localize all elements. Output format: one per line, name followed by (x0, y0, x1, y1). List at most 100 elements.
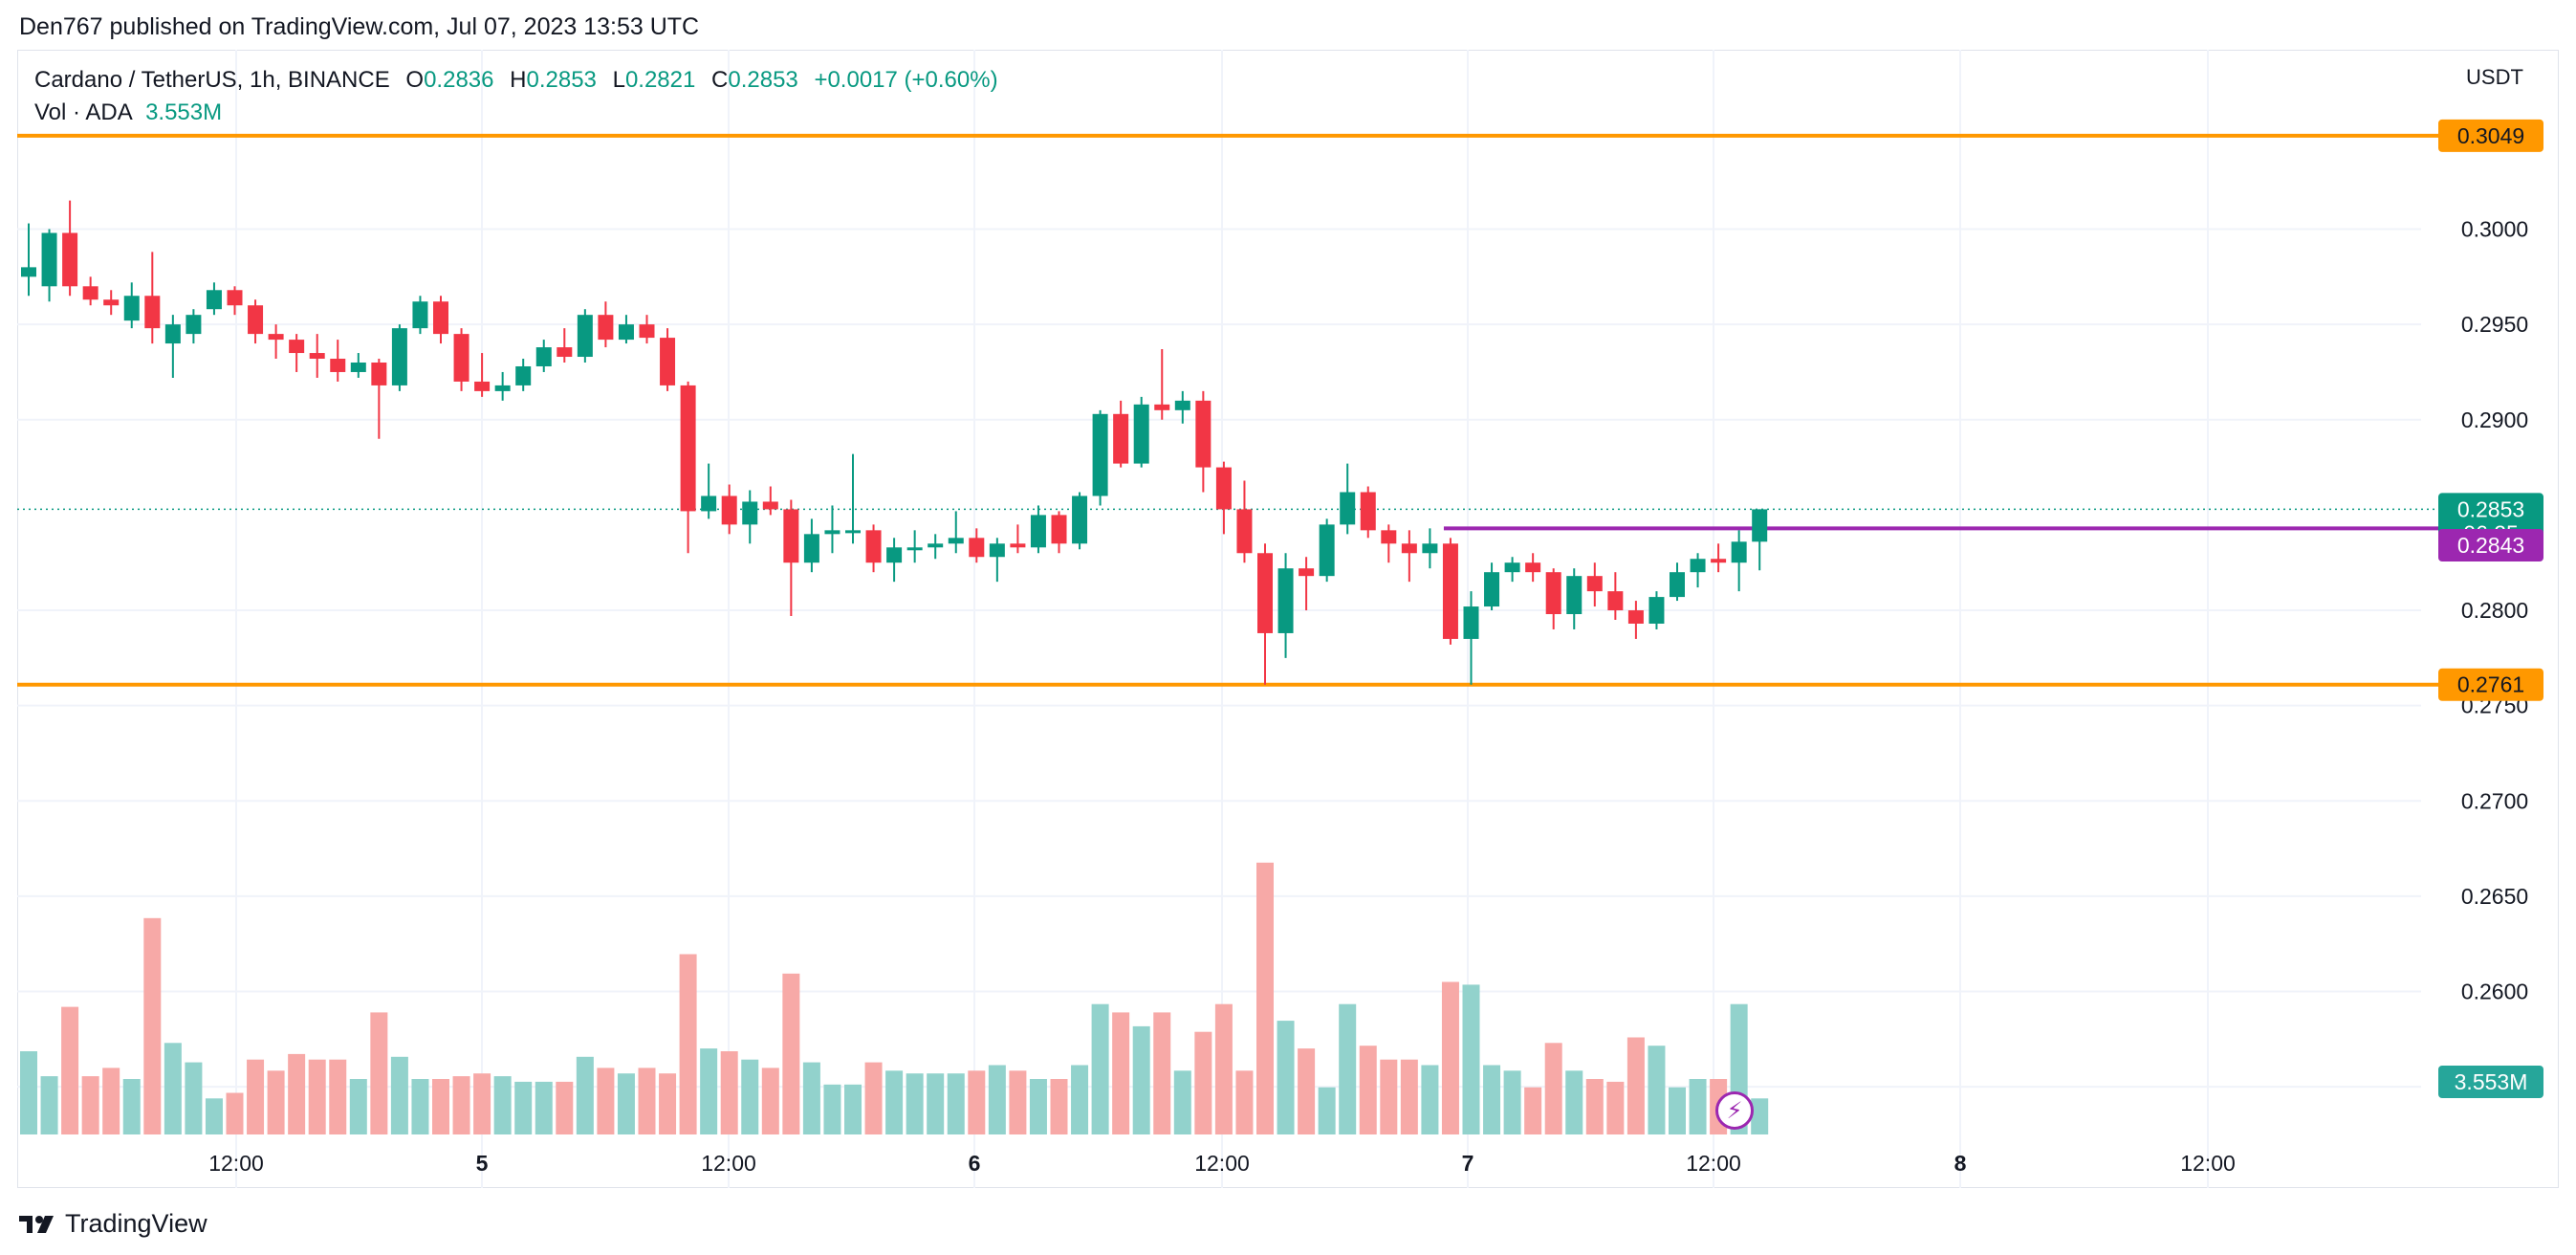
candle-body (1113, 413, 1129, 464)
candle-body (1030, 515, 1046, 548)
volume-price-label-box (2438, 1066, 2543, 1098)
candle-body (1422, 543, 1438, 554)
candle-body (969, 538, 985, 558)
candle-body (618, 324, 634, 341)
currency-label: USDT (2466, 65, 2523, 89)
candle-body (660, 338, 676, 385)
close-value: 0.2853 (728, 67, 798, 93)
candle-body (886, 547, 903, 563)
volume-bars (20, 862, 1769, 1134)
candle-body (412, 301, 428, 329)
volume-bar (1565, 1070, 1583, 1134)
level-lines (17, 133, 2438, 687)
volume-bar (164, 1043, 182, 1134)
volume-bar (452, 1076, 470, 1134)
volume-bar (61, 1006, 79, 1134)
x-tick-label: 12:00 (208, 1151, 264, 1176)
y-tick-label: 0.2950 (2461, 312, 2528, 337)
volume-bar (20, 1051, 37, 1134)
y-tick-label: 0.3000 (2461, 217, 2528, 242)
candle-body (577, 315, 593, 358)
volume-bar (1669, 1087, 1686, 1134)
candle-body (1607, 591, 1624, 611)
volume-value: 3.553M (145, 99, 223, 125)
x-tick-label: 8 (1954, 1151, 1967, 1176)
candle-body (680, 385, 696, 512)
volume-bar (802, 1062, 820, 1134)
volume-bar (1626, 1037, 1645, 1134)
volume-bar (1256, 862, 1274, 1134)
volume-bar (1318, 1087, 1336, 1134)
y-tick-label: 0.2700 (2461, 788, 2528, 813)
support-price-label-box (2438, 668, 2543, 701)
candle-body (1711, 559, 1727, 563)
y-tick-label: 0.2650 (2461, 884, 2528, 909)
high-label: H (510, 67, 527, 93)
volume-price-label: 3.553M (2455, 1069, 2528, 1094)
volume-bar (1359, 1046, 1377, 1134)
candle-body (1257, 553, 1273, 633)
candle-body (1627, 610, 1644, 624)
candle-body (824, 530, 840, 535)
volume-bar (329, 1059, 347, 1134)
volume-bar (1544, 1043, 1562, 1134)
candle-body (453, 334, 469, 382)
volume-bar (968, 1070, 986, 1134)
candle-body (1133, 404, 1149, 464)
volume-bar (741, 1059, 759, 1134)
x-tick-label: 12:00 (1194, 1151, 1250, 1176)
candle-body (515, 365, 532, 385)
axes: USDT 0.30000.29500.29000.28000.27500.270… (208, 65, 2528, 1176)
volume-bar (597, 1068, 615, 1134)
candle-body (330, 359, 346, 372)
volume-bar (535, 1081, 553, 1134)
volume-bar (185, 1062, 203, 1134)
volume-bar (844, 1084, 862, 1134)
low-label: L (612, 67, 625, 93)
candle-body (1401, 543, 1417, 554)
purple-price-label: 0.2843 (2457, 533, 2524, 558)
candle-body (1648, 597, 1665, 624)
candle-body (1484, 572, 1500, 607)
volume-bar (927, 1073, 945, 1134)
volume-bar (473, 1073, 491, 1134)
volume-bar (617, 1073, 635, 1134)
candles (21, 200, 1768, 685)
volume-bar (576, 1056, 594, 1134)
volume-bar (782, 973, 800, 1134)
volume-bar (988, 1065, 1006, 1134)
volume-bar (1298, 1048, 1316, 1134)
volume-bar (247, 1059, 265, 1134)
volume-bar (390, 1056, 408, 1134)
lightning-icon[interactable]: ⚡ (1715, 1091, 1754, 1130)
volume-bar (1648, 1046, 1666, 1134)
chart-frame[interactable] (17, 50, 2559, 1188)
candle-body (1299, 568, 1315, 577)
volume-bar (885, 1070, 904, 1134)
y-tick-label: 0.2600 (2461, 980, 2528, 1004)
volume-bar (679, 954, 697, 1134)
x-tick-label: 7 (1462, 1151, 1474, 1176)
candle-body (82, 286, 98, 300)
volume-bar (906, 1073, 924, 1134)
tradingview-logo[interactable]: TradingView (19, 1209, 207, 1239)
volume-bar (81, 1076, 99, 1134)
volume-bar (40, 1076, 58, 1134)
volume-bar (1173, 1070, 1191, 1134)
volume-bar (1585, 1079, 1604, 1134)
volume-bar (102, 1068, 120, 1134)
volume-bar (1462, 984, 1480, 1134)
volume-bar (226, 1092, 244, 1134)
volume-bar (122, 1079, 141, 1134)
volume-bar (1441, 981, 1459, 1134)
volume-bar (514, 1081, 533, 1134)
volume-bar (1112, 1012, 1130, 1134)
low-value: 0.2821 (624, 67, 696, 93)
volume-bar (1277, 1021, 1295, 1134)
candle-body (762, 501, 778, 510)
volume-bar (349, 1079, 367, 1134)
candle-body (350, 363, 366, 372)
volume-bar (1689, 1079, 1707, 1134)
